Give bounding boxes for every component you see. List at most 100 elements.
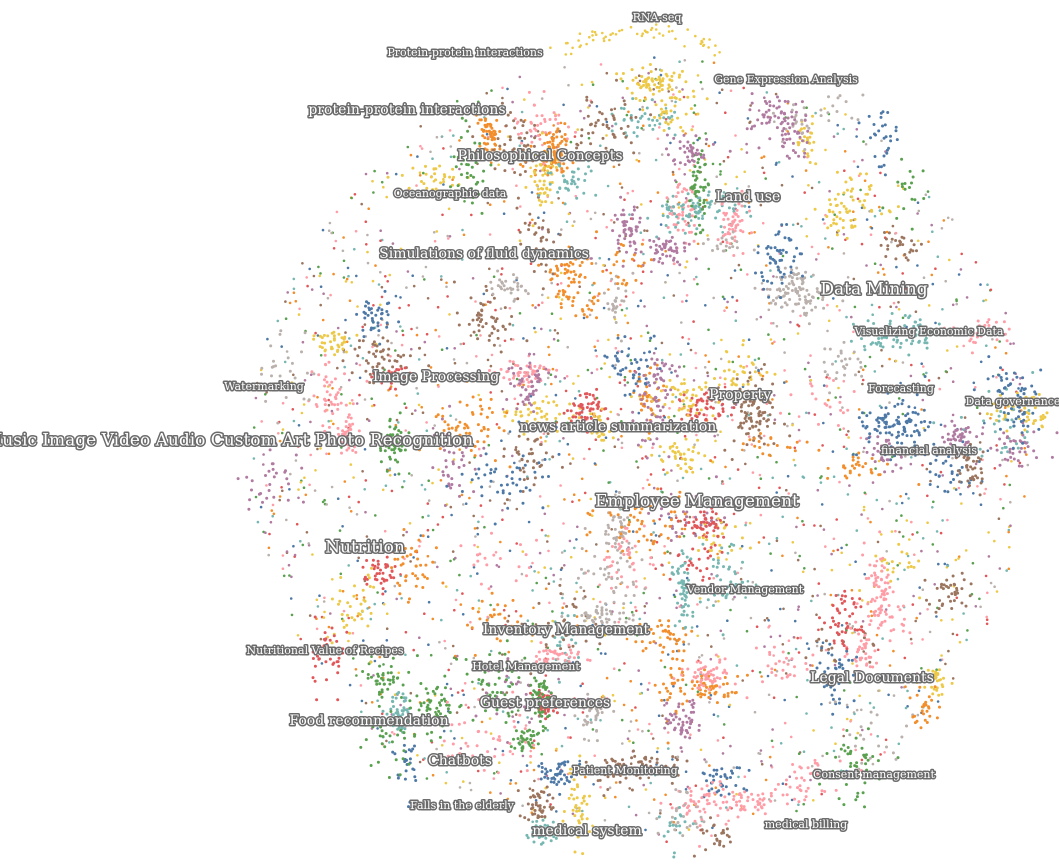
scatter-point <box>527 818 531 822</box>
scatter-point <box>576 291 580 295</box>
scatter-point <box>562 411 566 415</box>
scatter-point <box>775 491 778 494</box>
scatter-point <box>777 160 781 164</box>
scatter-point <box>451 644 455 648</box>
scatter-point <box>392 680 395 684</box>
scatter-point <box>556 283 559 286</box>
scatter-point <box>440 618 443 622</box>
scatter-point <box>1007 528 1011 532</box>
scatter-point <box>586 368 590 372</box>
scatter-point <box>442 180 446 184</box>
scatter-point <box>611 518 615 522</box>
scatter-point <box>582 723 585 727</box>
scatter-point <box>897 397 901 400</box>
scatter-point <box>772 696 776 699</box>
scatter-point <box>377 283 381 286</box>
scatter-point <box>747 404 751 408</box>
scatter-point <box>420 405 424 409</box>
scatter-point <box>327 419 331 423</box>
scatter-point <box>461 689 464 692</box>
scatter-point <box>723 795 727 799</box>
scatter-point <box>731 228 735 231</box>
scatter-point <box>377 334 380 337</box>
scatter-point <box>724 182 727 186</box>
scatter-point <box>731 237 734 240</box>
scatter-point <box>652 351 656 355</box>
scatter-point <box>743 204 747 208</box>
scatter-point <box>886 581 890 585</box>
scatter-point <box>853 744 857 748</box>
scatter-point <box>576 624 579 627</box>
scatter-point <box>519 205 522 208</box>
scatter-point <box>534 128 538 132</box>
scatter-point <box>680 527 684 531</box>
scatter-point <box>367 576 371 580</box>
scatter-point <box>764 778 768 782</box>
scatter-point <box>319 303 323 307</box>
scatter-point <box>542 90 546 93</box>
scatter-point <box>465 175 469 179</box>
scatter-point <box>879 595 883 599</box>
scatter-point <box>995 338 999 342</box>
scatter-point <box>626 381 629 384</box>
scatter-point <box>519 131 523 135</box>
scatter-point <box>323 498 326 502</box>
scatter-point <box>810 275 813 278</box>
scatter-point <box>374 355 377 358</box>
scatter-point <box>290 613 294 617</box>
scatter-point <box>362 598 366 602</box>
scatter-point <box>442 183 445 186</box>
scatter-point <box>742 86 745 90</box>
scatter-point <box>445 281 448 285</box>
scatter-point <box>293 553 297 557</box>
scatter-point <box>870 614 874 618</box>
scatter-point <box>704 354 707 357</box>
scatter-point <box>904 455 907 458</box>
scatter-point <box>485 563 489 567</box>
scatter-point <box>722 682 725 686</box>
scatter-point <box>473 527 477 530</box>
scatter-point <box>832 297 835 300</box>
scatter-point <box>385 612 389 615</box>
scatter-point <box>281 401 285 405</box>
scatter-point <box>366 261 370 265</box>
scatter-point <box>731 230 735 234</box>
scatter-point <box>936 550 939 553</box>
scatter-point <box>806 152 810 156</box>
scatter-point <box>864 642 868 645</box>
scatter-point <box>856 165 860 169</box>
scatter-point <box>643 577 646 580</box>
scatter-point <box>825 752 829 755</box>
scatter-point <box>833 663 837 667</box>
scatter-point <box>931 543 935 546</box>
scatter-point <box>377 362 381 366</box>
scatter-point <box>330 380 334 384</box>
scatter-point <box>401 692 405 696</box>
scatter-point <box>715 676 719 680</box>
scatter-point <box>399 325 402 328</box>
scatter-point <box>828 391 832 395</box>
scatter-point <box>351 631 355 635</box>
scatter-point <box>342 276 346 279</box>
scatter-point <box>947 649 950 653</box>
scatter-point <box>826 303 829 307</box>
scatter-point <box>388 273 392 277</box>
scatter-point <box>851 455 855 459</box>
scatter-point <box>837 797 841 801</box>
scatter-point <box>778 634 782 638</box>
scatter-point <box>489 585 493 588</box>
scatter-point <box>934 473 938 477</box>
scatter-point <box>696 242 700 246</box>
scatter-point <box>892 301 896 305</box>
scatter-point <box>713 141 717 144</box>
scatter-point <box>725 800 729 804</box>
scatter-point <box>545 785 549 789</box>
scatter-point <box>603 796 607 800</box>
scatter-point <box>503 339 507 343</box>
scatter-point <box>360 710 363 714</box>
scatter-point <box>848 751 852 754</box>
scatter-point <box>596 294 600 298</box>
scatter-point <box>611 693 615 697</box>
scatter-point <box>798 554 801 558</box>
scatter-point <box>735 175 738 179</box>
